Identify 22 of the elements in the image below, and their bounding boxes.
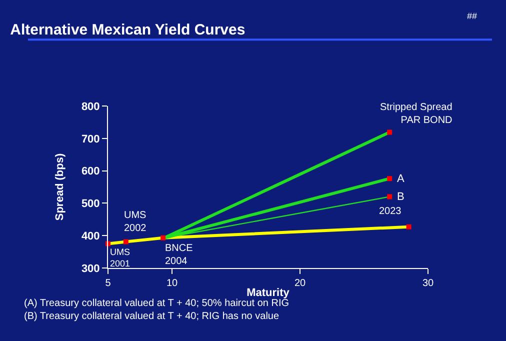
annotation: Stripped Spread PAR BOND [380, 102, 452, 126]
annotation: B [397, 191, 404, 203]
x-tick-label: 30 [422, 278, 434, 289]
annotation: UMS 2001 [110, 247, 130, 269]
chart-title: Alternative Mexican Yield Curves [10, 21, 246, 38]
y-tick-label: 700 [81, 133, 100, 146]
y-tick-label: 600 [81, 166, 100, 178]
text: (A) Treasury collateral valued at T + 40; 50% haircut on RIG (B) Treasury collateral valued at T + 40; RIG has no value [24, 298, 290, 322]
x-tick-label: 10 [166, 278, 178, 289]
x-axis-title: Maturity [246, 287, 290, 300]
text: ## [467, 11, 478, 21]
x-tick-label: 20 [294, 278, 306, 289]
annotation: UMS 2002 [124, 210, 147, 234]
y-tick-label: 500 [81, 198, 100, 210]
y-tick-label: 400 [81, 230, 100, 242]
y-tick-label: 300 [81, 262, 100, 275]
annotation: A [397, 173, 405, 185]
annotation: 2023 [379, 206, 402, 217]
x-tick-label: 5 [105, 278, 112, 289]
annotation: BNCE 2004 [165, 243, 194, 267]
y-tick-label: 800 [81, 100, 100, 113]
y-axis-title: Spread (bps) [54, 153, 66, 221]
